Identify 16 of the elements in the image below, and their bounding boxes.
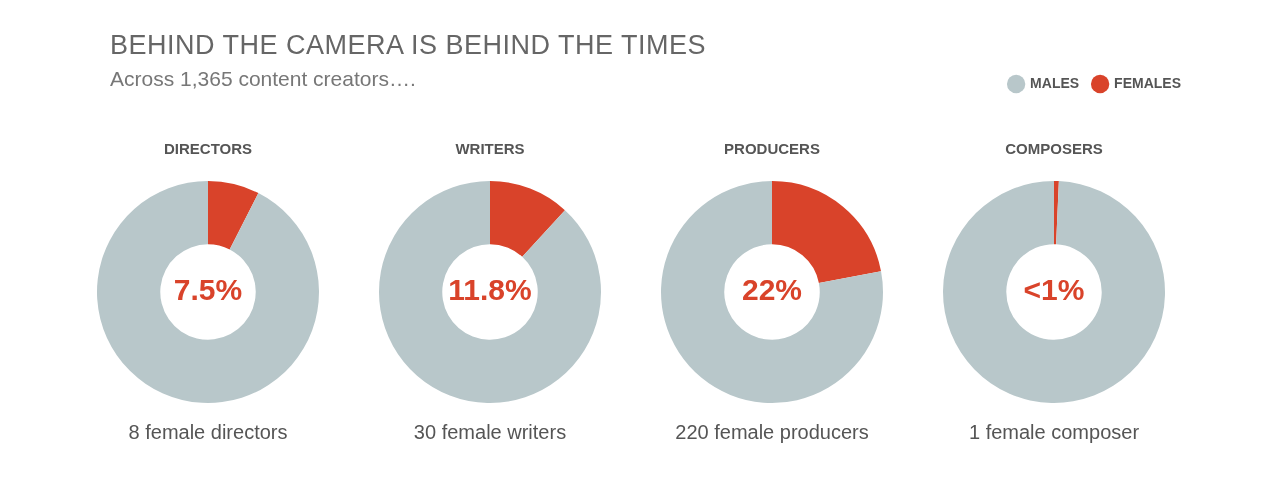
text: <1% xyxy=(1023,273,1085,307)
text: 8 female directors xyxy=(128,420,288,443)
text: 220 female producers xyxy=(675,420,869,443)
text: BEHIND THE CAMERA IS BEHIND THE TIMES xyxy=(110,30,707,61)
chart-title: PRODUCERS xyxy=(724,140,820,158)
chart-title: DIRECTORS xyxy=(163,140,253,158)
text: 30 female writers xyxy=(413,420,567,443)
chart-title: WRITERS xyxy=(455,140,525,158)
legend-label: FEMALES xyxy=(1114,74,1181,91)
text: Across 1,365 content creators…. xyxy=(110,67,417,91)
text: COMPOSERS xyxy=(1005,140,1103,158)
legend-label: MALES xyxy=(1030,74,1080,91)
text: 22% xyxy=(741,273,803,307)
text: 11.8% xyxy=(448,273,532,307)
text: 1 female composer xyxy=(968,420,1140,443)
text: 7.5% xyxy=(173,273,243,307)
